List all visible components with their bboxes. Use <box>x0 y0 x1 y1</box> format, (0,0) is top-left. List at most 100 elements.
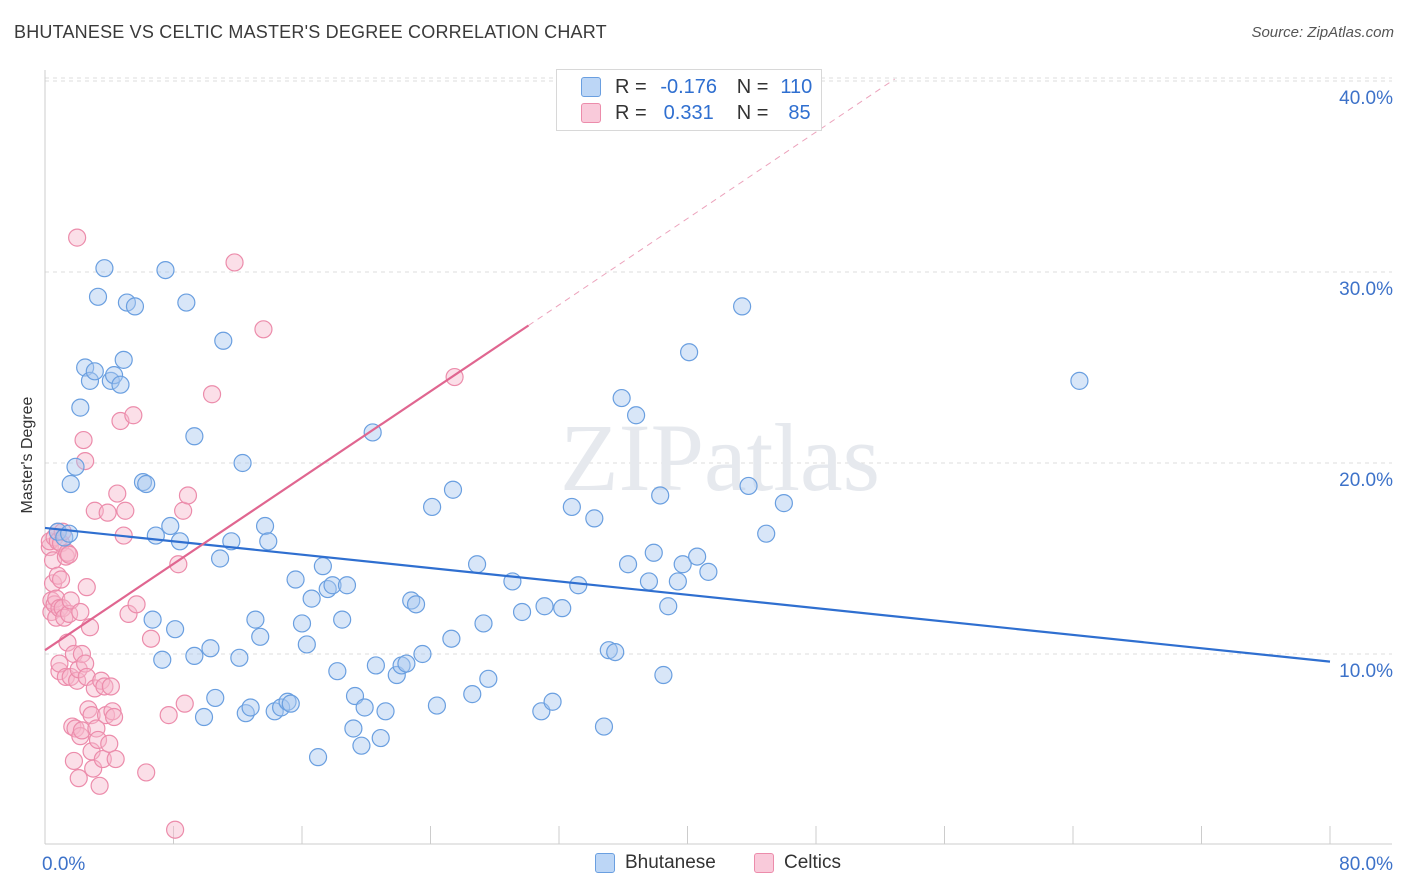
bhutanese-point <box>479 669 498 688</box>
celtics-point <box>68 228 87 247</box>
bhutanese-point <box>659 597 678 616</box>
bhutanese-point <box>654 665 673 685</box>
celtics-point <box>166 820 185 839</box>
n-label: N = <box>736 101 769 124</box>
bhutanese-point <box>177 293 196 312</box>
celtics-point <box>101 677 120 696</box>
bhutanese-point <box>241 698 260 717</box>
bhutanese-point <box>599 641 618 660</box>
r-label: R = <box>615 101 647 124</box>
n-value: 85 <box>788 101 811 124</box>
celtics-point <box>72 644 92 664</box>
r-label: R = <box>615 75 647 98</box>
bhutanese-point <box>427 696 447 715</box>
celtics-point <box>100 734 119 753</box>
n-label: N = <box>736 75 769 98</box>
bhutanese-point <box>442 629 461 648</box>
celtics-point <box>90 776 109 795</box>
bhutanese-point <box>251 627 270 646</box>
celtics-point <box>98 503 117 522</box>
legend-row-bhutanese: R = -0.176 N = 110 <box>581 74 812 100</box>
celtics-point <box>104 707 124 727</box>
celtics-point <box>80 618 100 637</box>
y-tick-label: 10.0% <box>1339 661 1393 682</box>
celtics-point <box>79 700 98 719</box>
celtics-trend-extension <box>528 78 895 326</box>
y-tick-label: 40.0% <box>1339 88 1393 109</box>
celtics-point <box>59 604 79 623</box>
bhutanese-point <box>639 572 659 591</box>
celtics-point <box>72 721 92 740</box>
source-credit: Source: ZipAtlas.com <box>1251 24 1394 41</box>
bhutanese-point <box>259 532 278 551</box>
bhutanese-point <box>278 692 297 711</box>
gridlines <box>45 77 1392 655</box>
celtics-point <box>254 320 273 339</box>
bhutanese-point <box>757 524 776 543</box>
bhutanese-point <box>699 562 718 581</box>
celtics-point <box>76 451 95 471</box>
celtics-point <box>84 759 103 778</box>
bhutanese-point <box>333 610 352 629</box>
celtics-point <box>124 406 143 425</box>
celtics-point <box>64 751 84 771</box>
bhutanese-point <box>512 602 532 622</box>
celtics-swatch <box>581 103 601 123</box>
bhutanese-point <box>733 297 752 316</box>
bhutanese-point <box>443 480 463 499</box>
correlation-legend: R = -0.176 N = 110 R = 0.331 N = 85 <box>556 69 822 131</box>
bhutanese-point <box>246 610 265 629</box>
celtics-point <box>92 671 111 690</box>
bhutanese-point <box>125 297 145 316</box>
bhutanese-point <box>313 557 332 576</box>
bhutanese-point <box>146 526 165 545</box>
bhutanese-point <box>423 497 442 517</box>
bhutanese-point <box>302 589 321 608</box>
celtics-point <box>178 486 198 505</box>
celtics-point <box>71 602 90 622</box>
celtics-point <box>202 385 222 404</box>
bhutanese-point <box>618 555 638 574</box>
celtics-swatch <box>754 853 774 873</box>
legend-row-celtics: R = 0.331 N = 85 <box>581 100 811 126</box>
bhutanese-point <box>543 692 562 711</box>
bhutanese-point <box>366 656 385 675</box>
bhutanese-point <box>673 555 692 574</box>
celtics-point <box>141 629 161 648</box>
bottom-legend-bhutanese: Bhutanese <box>595 852 716 874</box>
bhutanese-point <box>104 366 124 385</box>
bhutanese-point <box>230 648 249 667</box>
bhutanese-point <box>606 642 625 662</box>
bhutanese-point <box>355 698 374 717</box>
celtics-point <box>106 749 125 769</box>
bhutanese-point <box>137 474 156 494</box>
celtics-point <box>74 430 93 450</box>
bhutanese-point <box>553 599 572 618</box>
bhutanese-points <box>48 259 1089 767</box>
celtics-trend-line <box>44 324 530 652</box>
bhutanese-label: Bhutanese <box>625 852 716 873</box>
bhutanese-point <box>76 358 95 377</box>
bhutanese-point <box>569 576 588 595</box>
celtics-point <box>93 749 112 769</box>
celtics-point <box>159 706 178 725</box>
n-value: 110 <box>780 75 813 98</box>
bhutanese-point <box>612 388 631 408</box>
celtics-label: Celtics <box>784 852 842 873</box>
bottom-legend-celtics: Celtics <box>754 852 841 874</box>
bhutanese-point <box>156 260 175 280</box>
bhutanese-point <box>101 371 120 390</box>
bhutanese-point <box>255 516 275 536</box>
bhutanese-point <box>328 662 347 681</box>
bhutanese-point <box>185 427 204 446</box>
bhutanese-point <box>210 549 230 568</box>
bhutanese-point <box>236 704 255 723</box>
bhutanese-point <box>680 343 699 362</box>
celtics-point <box>225 253 244 272</box>
bhutanese-point <box>206 688 225 708</box>
bhutanese-point <box>352 736 371 755</box>
trend-lines <box>44 78 1331 663</box>
bhutanese-point <box>397 654 416 673</box>
bhutanese-point <box>201 639 220 658</box>
bhutanese-point <box>474 614 493 633</box>
